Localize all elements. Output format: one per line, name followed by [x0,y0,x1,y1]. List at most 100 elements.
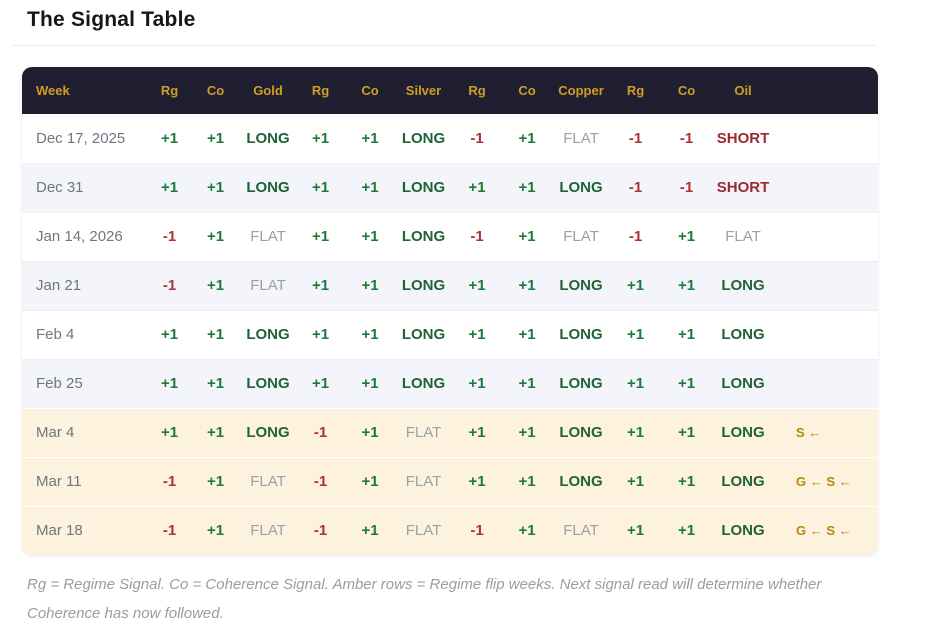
col-header-co: Co [191,67,240,114]
note-cell: G ← S ← [774,505,878,555]
signal-cell: LONG [395,162,452,212]
rg-cell: +1 [148,162,191,212]
note-cell [774,260,878,310]
signal-cell: FLAT [240,211,296,261]
co-cell: +1 [191,260,240,310]
title-divider [12,45,876,46]
co-cell: +1 [661,456,712,506]
signal-cell: LONG [712,505,774,555]
co-cell: +1 [345,162,395,212]
col-header-gold: Gold [240,67,296,114]
co-cell: +1 [502,358,552,408]
co-cell: +1 [661,309,712,359]
rg-cell: -1 [148,505,191,555]
signal-cell: FLAT [240,260,296,310]
co-cell: +1 [661,260,712,310]
note-cell: G ← S ← [774,456,878,506]
co-cell: +1 [502,407,552,457]
signal-cell: FLAT [395,505,452,555]
rg-cell: +1 [452,260,502,310]
week-cell: Mar 11 [22,456,148,506]
signal-table-page: The Signal Table Week Rg Co Gold Rg Co Silver R… [0,8,925,627]
co-cell: +1 [661,505,712,555]
rg-cell: +1 [148,114,191,163]
co-cell: +1 [502,260,552,310]
co-cell: +1 [345,309,395,359]
table-row: Jan 14, 2026 -1 +1 FLAT +1 +1 LONG -1 +1 FLAT -1 +1… [22,211,878,261]
signal-cell: LONG [395,114,452,163]
signal-cell: LONG [395,260,452,310]
signal-cell: LONG [395,358,452,408]
co-cell: +1 [191,407,240,457]
co-cell: +1 [345,358,395,408]
table-footnote: Rg = Regime Signal. Co = Coherence Signa… [27,576,822,623]
co-cell: +1 [345,260,395,310]
signal-table: Week Rg Co Gold Rg Co Silver Rg Co Copper Rg Co Oil … [22,67,878,555]
signal-cell: FLAT [240,456,296,506]
co-cell: +1 [661,358,712,408]
rg-cell: +1 [296,358,345,408]
signal-cell: SHORT [712,162,774,212]
signal-cell: LONG [712,358,774,408]
co-cell: +1 [502,211,552,261]
rg-cell: -1 [452,211,502,261]
col-header-rg: Rg [296,67,345,114]
signal-cell: LONG [552,162,610,212]
signal-cell: LONG [552,309,610,359]
signal-cell: LONG [240,309,296,359]
rg-cell: +1 [610,505,661,555]
signal-cell: FLAT [552,211,610,261]
rg-cell: +1 [610,309,661,359]
signal-cell: SHORT [712,114,774,163]
week-cell: Mar 4 [22,407,148,457]
rg-cell: +1 [296,162,345,212]
rg-cell: +1 [610,358,661,408]
co-cell: +1 [661,211,712,261]
signal-cell: LONG [240,114,296,163]
signal-cell: FLAT [395,407,452,457]
co-cell: +1 [191,505,240,555]
co-cell: +1 [345,114,395,163]
rg-cell: -1 [296,456,345,506]
rg-cell: -1 [452,114,502,163]
co-cell: +1 [502,114,552,163]
table-row: Jan 21 -1 +1 FLAT +1 +1 LONG +1 +1 LONG +1 +1 LONG [22,260,878,310]
col-header-co: Co [661,67,712,114]
table-row: Feb 4 +1 +1 LONG +1 +1 LONG +1 +1 LONG +1 +1 LONG [22,309,878,359]
table-row: Dec 31 +1 +1 LONG +1 +1 LONG +1 +1 LONG -1 -1 SHORT [22,162,878,212]
note-cell [774,162,878,212]
col-header-rg: Rg [452,67,502,114]
table-row: Mar 18 -1 +1 FLAT -1 +1 FLAT -1 +1 FLAT +1 +1 LONG G … [22,505,878,555]
rg-cell: +1 [452,309,502,359]
signal-cell: LONG [395,309,452,359]
rg-cell: +1 [296,114,345,163]
co-cell: +1 [502,309,552,359]
co-cell: +1 [191,162,240,212]
co-cell: +1 [191,211,240,261]
rg-cell: +1 [296,211,345,261]
rg-cell: +1 [610,407,661,457]
col-header-oil: Oil [712,67,774,114]
co-cell: +1 [191,358,240,408]
week-cell: Jan 21 [22,260,148,310]
rg-cell: +1 [148,309,191,359]
rg-cell: -1 [610,114,661,163]
signal-cell: LONG [712,309,774,359]
col-header-silver: Silver [395,67,452,114]
co-cell: +1 [191,309,240,359]
rg-cell: +1 [148,407,191,457]
note-cell: S ← [774,407,878,457]
col-header-notes [774,67,878,114]
week-cell: Mar 18 [22,505,148,555]
signal-cell: LONG [552,358,610,408]
co-cell: +1 [502,505,552,555]
col-header-copper: Copper [552,67,610,114]
rg-cell: -1 [148,456,191,506]
signal-cell: LONG [240,162,296,212]
signal-cell: LONG [240,358,296,408]
page-title: The Signal Table [27,8,196,31]
table-header-row: Week Rg Co Gold Rg Co Silver Rg Co Copper Rg Co Oil [22,67,878,114]
signal-cell: FLAT [552,114,610,163]
co-cell: +1 [345,211,395,261]
rg-cell: +1 [610,260,661,310]
